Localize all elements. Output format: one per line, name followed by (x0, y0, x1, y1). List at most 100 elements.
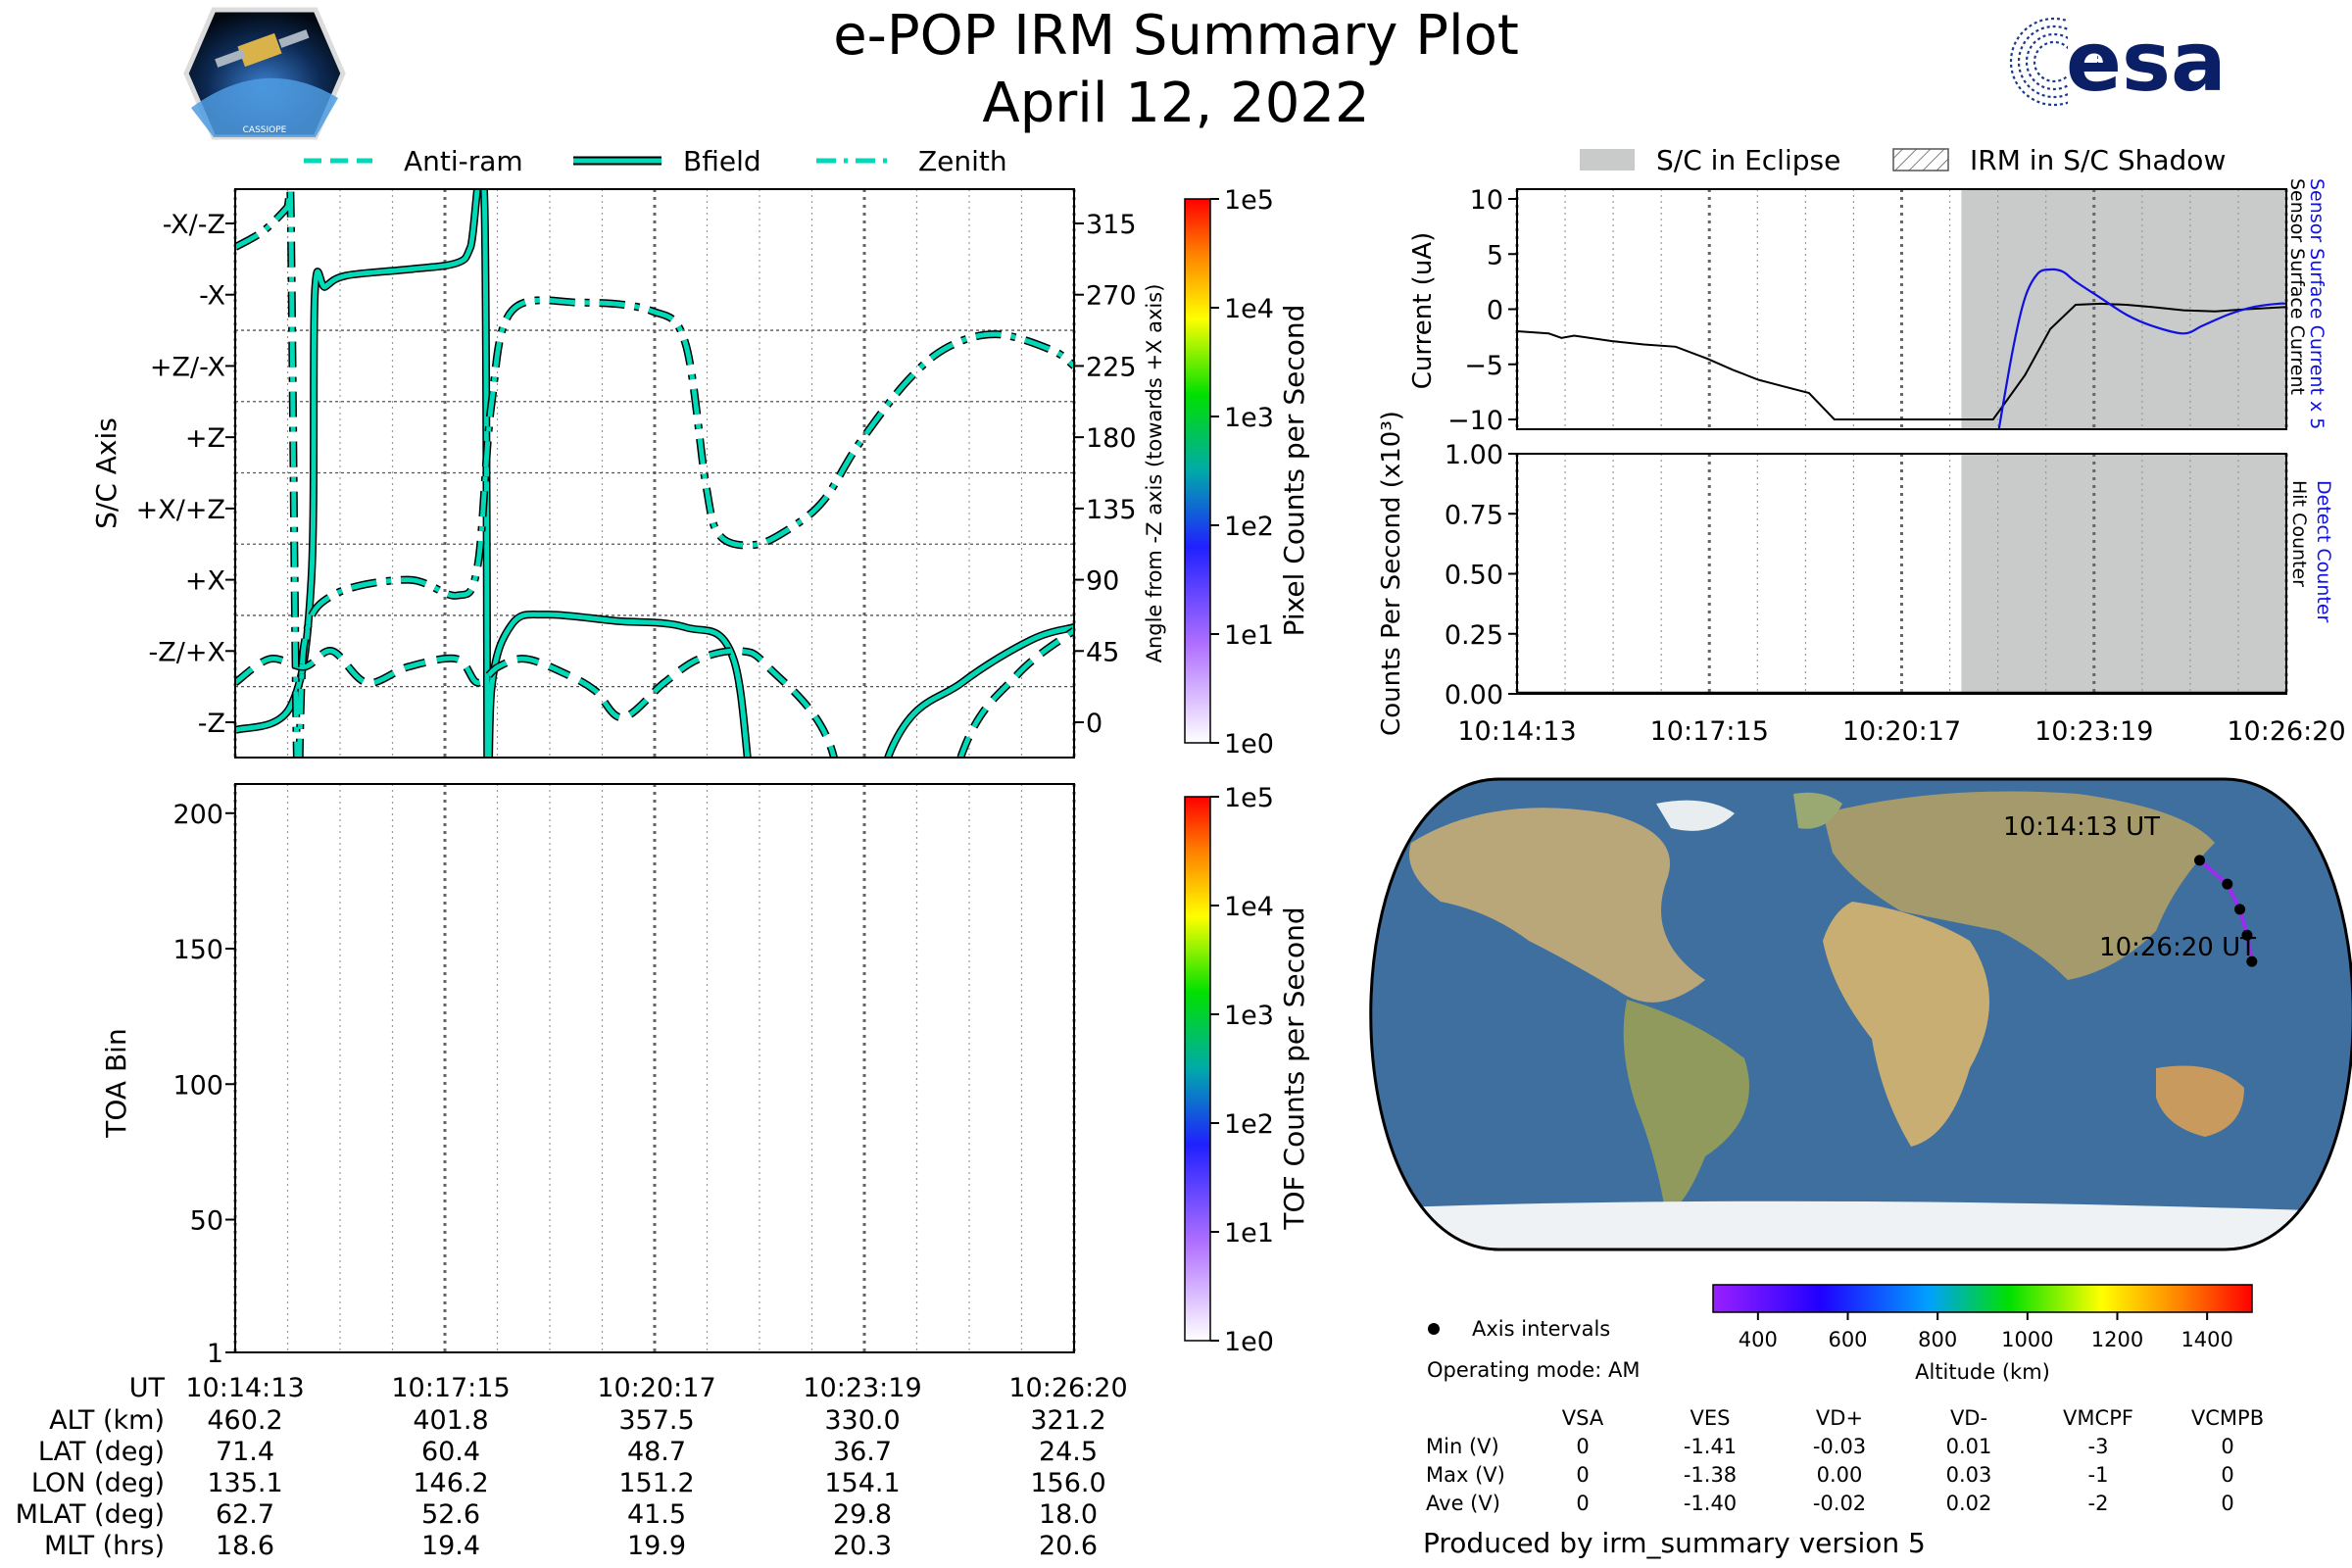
voltage-value: 0 (1576, 1492, 1589, 1515)
ephemeris-value: 135.1 (207, 1468, 282, 1498)
voltage-value: -0.02 (1813, 1492, 1866, 1515)
current-tick-label: 5 (1487, 240, 1503, 270)
current-tick-label: −10 (1447, 406, 1503, 436)
sc-axis-tick-label: +X (185, 566, 225, 597)
ephemeris-value: 62.7 (216, 1499, 274, 1530)
counts-axis-label: Counts Per Second (x10³) (1377, 411, 1406, 736)
voltage-column-header: VES (1690, 1406, 1731, 1430)
angle-tick-label: 0 (1086, 709, 1102, 739)
voltage-value: -3 (2088, 1435, 2109, 1458)
voltage-value: 0.01 (1946, 1435, 1992, 1458)
counts-tick-label: 0.00 (1445, 680, 1503, 710)
ephemeris-value: 146.2 (413, 1468, 488, 1498)
tof-colorbar-tick: 1e1 (1224, 1218, 1274, 1249)
altitude-tick-label: 1200 (2091, 1328, 2143, 1351)
counts-time-tick: 10:14:13 (1457, 716, 1576, 747)
altitude-colorbar: 400 600 800 1000 1200 1400 Altitude (km) (1712, 1284, 2253, 1384)
legend-zenith: Zenith (918, 145, 1007, 177)
voltage-value: 0.02 (1946, 1492, 1992, 1515)
orbit-interval-point (2241, 929, 2253, 941)
legend-eclipse: S/C in Eclipse (1656, 144, 1840, 176)
counts-tick-label: 0.50 (1445, 561, 1503, 591)
orbit-start-label: 10:14:13 UT (2003, 812, 2160, 842)
altitude-colorbar-label: Altitude (km) (1915, 1360, 2050, 1384)
counts-tick-label: 1.00 (1445, 440, 1503, 470)
ephemeris-value: 156.0 (1030, 1468, 1105, 1498)
ephemeris-time: 10:26:20 (1008, 1373, 1127, 1403)
bfield-curve (235, 189, 1074, 758)
ephemeris-time: 10:14:13 (185, 1373, 304, 1403)
sc-axis-tick-label: -X/-Z (163, 210, 225, 240)
ephemeris-header: UT (129, 1373, 166, 1403)
sc-axis-tick-label: +X/+Z (136, 495, 225, 525)
angle-tick-label: 225 (1086, 352, 1137, 382)
sc-axis-tick-label: -Z (198, 709, 225, 739)
sc-axis-label: S/C Axis (90, 417, 122, 529)
tof-colorbar: 1e5 1e4 1e3 1e2 1e1 1e0 TOF Counts per Second (1184, 783, 1310, 1357)
ephemeris-time: 10:23:19 (803, 1373, 921, 1403)
ephemeris-table: UT 10:14:13 10:17:15 10:20:17 10:23:19 10:26:… (16, 1373, 1128, 1561)
toa-tick-label: 1 (207, 1339, 223, 1369)
orbit-interval-point (2222, 878, 2233, 890)
ephemeris-value: 330.0 (824, 1405, 900, 1436)
pixel-colorbar-tick: 1e2 (1224, 512, 1274, 542)
sc-axis-tick-label: +Z/-X (150, 352, 225, 382)
toa-tick-label: 100 (172, 1070, 223, 1101)
ephemeris-value: 321.2 (1030, 1405, 1105, 1436)
ephemeris-value: 48.7 (627, 1437, 686, 1467)
voltage-value: -1.40 (1684, 1492, 1737, 1515)
voltage-value: 0.00 (1817, 1463, 1863, 1487)
ephemeris-value: 357.5 (618, 1405, 694, 1436)
surface-current-line (1517, 302, 2286, 420)
ephemeris-row-label: MLT (hrs) (44, 1531, 165, 1561)
voltage-column-header: VD+ (1816, 1406, 1863, 1430)
continents (1370, 791, 2352, 1250)
voltage-value: 0.03 (1946, 1463, 1992, 1487)
voltage-value: 0 (2221, 1435, 2233, 1458)
voltage-value: -0.03 (1813, 1435, 1866, 1458)
legend-bfield: Bfield (683, 145, 761, 177)
ephemeris-time: 10:17:15 (391, 1373, 510, 1403)
ephemeris-value: 401.8 (413, 1405, 488, 1436)
voltage-row-label: Min (V) (1426, 1435, 1499, 1458)
cassiope-logo: CASSIOPE (183, 7, 346, 140)
voltage-table: VSA VES VD+ VD- VMCPF VCMPB Min (V) 0 -1.41 -0.03… (1426, 1406, 2264, 1515)
tof-colorbar-label: TOF Counts per Second (1278, 906, 1310, 1230)
toa-tick-label: 200 (172, 800, 223, 830)
legend-shadow: IRM in S/C Shadow (1970, 144, 2226, 176)
esa-logo-text: esa (2066, 14, 2227, 110)
counts-time-tick: 10:23:19 (2034, 716, 2153, 747)
axis-interval-marker (1428, 1323, 1440, 1335)
angle-axis-label: Angle from -Z axis (towards +X axis) (1143, 284, 1166, 663)
altitude-tick-label: 1400 (2180, 1328, 2232, 1351)
voltage-value: -1.38 (1684, 1463, 1737, 1487)
footer-text: Produced by irm_summary version 5 (1423, 1527, 1926, 1559)
counts-panel: 1.00 0.75 0.50 0.25 0.00 Counts Per Second (… (1377, 411, 2346, 747)
voltage-column-header: VSA (1562, 1406, 1604, 1430)
voltage-value: 0 (1576, 1463, 1589, 1487)
ephemeris-value: 154.1 (824, 1468, 900, 1498)
voltage-row-label: Max (V) (1426, 1463, 1505, 1487)
counts-tick-label: 0.25 (1445, 620, 1503, 651)
toa-panel: 200 150 100 50 1 TOA Bin (100, 783, 1076, 1369)
esa-logo: esa (2009, 14, 2227, 110)
counts-time-tick: 10:20:17 (1842, 716, 1961, 747)
voltage-value: 0 (2221, 1463, 2233, 1487)
ephemeris-value: 20.6 (1039, 1531, 1098, 1561)
ephemeris-time: 10:20:17 (597, 1373, 715, 1403)
ephemeris-row-label: LAT (deg) (38, 1437, 165, 1467)
sc-axis-tick-label: -X (199, 281, 225, 312)
ephemeris-value: 24.5 (1039, 1437, 1098, 1467)
counts-tick-label: 0.75 (1445, 500, 1503, 530)
orientation-legend: Anti-ram Bfield Zenith (304, 145, 1007, 177)
zenith-curve (235, 189, 1074, 758)
ephemeris-value: 41.5 (627, 1499, 686, 1530)
eclipse-legend: S/C in Eclipse IRM in S/C Shadow (1580, 144, 2226, 176)
ephemeris-row-label: ALT (km) (49, 1405, 165, 1436)
pixel-colorbar-tick: 1e1 (1224, 620, 1274, 651)
tof-colorbar-tick: 1e2 (1224, 1109, 1274, 1140)
altitude-tick-label: 400 (1739, 1328, 1778, 1351)
header: e-POP IRM Summary Plot April 12, 2022 (833, 4, 1519, 135)
current-tick-label: −5 (1464, 351, 1503, 381)
voltage-value: 0 (2221, 1492, 2233, 1515)
